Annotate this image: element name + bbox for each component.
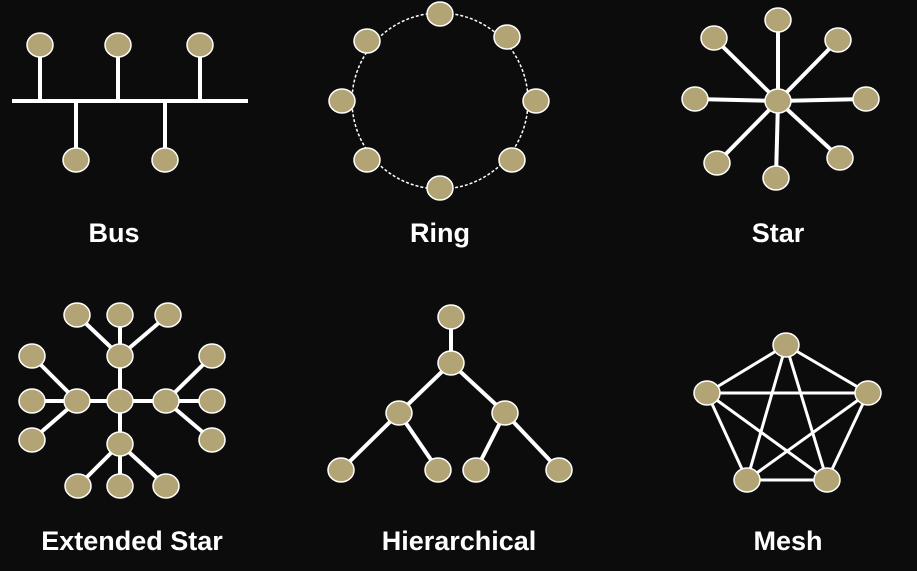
mesh-node (813, 467, 841, 493)
hierarchical-node (545, 457, 573, 483)
mesh-link (706, 391, 828, 482)
hierarchical-node (437, 350, 465, 376)
hierarchical-node (327, 457, 355, 483)
extended-star-hub-node (63, 388, 91, 414)
star-node (824, 27, 852, 53)
extended-star-node (152, 473, 180, 499)
label-star: Star (751, 218, 805, 248)
star-node (762, 165, 790, 191)
bus-node (186, 32, 214, 58)
label-ring: Ring (410, 218, 470, 248)
mesh-link (785, 343, 869, 395)
extended-star-hub-node (106, 343, 134, 369)
star-node (764, 7, 792, 33)
label-extended-star: Extended Star (41, 526, 223, 556)
ring-node (353, 28, 381, 54)
label-hierarchical: Hierarchical (381, 526, 537, 556)
ring-node (522, 88, 550, 114)
bus-node (62, 147, 90, 173)
ring-node (328, 88, 356, 114)
ring-node (426, 1, 454, 27)
star-node (703, 150, 731, 176)
extended-star-node (198, 427, 226, 453)
extended-star-node (64, 473, 92, 499)
star-link (776, 99, 842, 160)
mesh-link (784, 344, 829, 481)
ring-node (493, 24, 521, 50)
mesh-link (706, 343, 787, 395)
star-link (777, 97, 867, 103)
extended-star-node (154, 302, 182, 328)
mesh-node (772, 332, 800, 358)
hierarchical-node (385, 400, 413, 426)
extended-star-node (63, 302, 91, 328)
label-bus: Bus (88, 218, 140, 248)
star-link (694, 97, 779, 103)
star-link (774, 100, 780, 179)
mesh-node (854, 380, 882, 406)
star-node (826, 145, 854, 171)
extended-star-node (198, 343, 226, 369)
star-node (852, 86, 880, 112)
star-node (700, 25, 728, 51)
star-node (681, 86, 709, 112)
ring-node (353, 147, 381, 173)
extended-star-node (18, 343, 46, 369)
star-hub-node (764, 88, 792, 114)
ring-node (498, 147, 526, 173)
label-mesh: Mesh (753, 526, 823, 556)
extended-star-hub-node (106, 431, 134, 457)
hierarchical-node (491, 400, 519, 426)
bus-node (151, 147, 179, 173)
hierarchical-node (462, 457, 490, 483)
extended-star-node (18, 388, 46, 414)
hierarchical-node (437, 304, 465, 330)
extended-star-node (106, 473, 134, 499)
star-link (715, 99, 780, 165)
bus-node (26, 32, 54, 58)
mesh-node (733, 467, 761, 493)
mesh-link (825, 392, 870, 481)
extended-star-node (106, 302, 134, 328)
mesh-link (745, 344, 788, 481)
extended-star-node (198, 388, 226, 414)
bus-node (104, 32, 132, 58)
star-link (776, 38, 840, 103)
mesh-node (693, 380, 721, 406)
extended-star-node (18, 427, 46, 453)
hierarchical-node (424, 457, 452, 483)
extended-star-hub-node (152, 388, 180, 414)
mesh-link (746, 391, 869, 482)
hierarchical-link (339, 411, 401, 472)
extended-star-center-node (106, 388, 134, 414)
star-link (712, 36, 780, 103)
ring-node (426, 175, 454, 201)
mesh-link (705, 392, 749, 481)
